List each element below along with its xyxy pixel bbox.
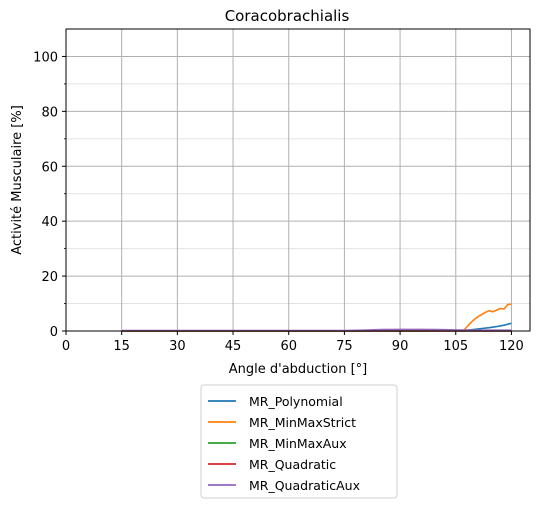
y-tick-label: 80	[41, 105, 58, 120]
x-tick-label: 105	[443, 339, 468, 354]
x-tick-label: 15	[113, 339, 130, 354]
legend: MR_Polynomial MR_MinMaxStrict MR_MinMaxAux…	[200, 384, 398, 499]
legend-label-mr-minmaxstrict: MR_MinMaxStrict	[249, 415, 356, 430]
series-lines	[121, 303, 512, 332]
legend-label-mr-polynomial: MR_Polynomial	[249, 394, 343, 409]
y-tick-label: 100	[33, 50, 58, 65]
y-axis: 0 20 40 60 80 100	[33, 50, 66, 340]
x-tick-label: 60	[280, 339, 297, 354]
series-line-mr-minmaxstrict	[121, 303, 512, 332]
y-tick-label: 20	[41, 270, 58, 285]
legend-label-mr-quadratic: MR_Quadratic	[249, 457, 336, 472]
plot-frame	[65, 28, 531, 332]
x-tick-label: 30	[169, 339, 186, 354]
x-tick-label: 45	[225, 339, 242, 354]
y-axis-label: Activité Musculaire [%]	[10, 105, 25, 255]
x-axis-label: Angle d'abduction [°]	[229, 362, 368, 377]
legend-label-mr-minmaxaux: MR_MinMaxAux	[249, 436, 347, 451]
chart-title: Coracobrachialis	[225, 7, 350, 25]
y-tick-label: 60	[41, 160, 58, 175]
y-tick-label: 0	[50, 325, 58, 340]
grid	[65, 29, 530, 332]
x-tick-label: 90	[392, 339, 409, 354]
legend-frame	[200, 384, 398, 499]
x-tick-label: 75	[336, 339, 353, 354]
series-line-mr-quadraticaux	[121, 328, 512, 332]
legend-label-mr-quadraticaux: MR_QuadraticAux	[249, 478, 360, 493]
x-axis: 0 15 30 45 60 75 90 105 120	[62, 331, 524, 354]
x-tick-label: 0	[62, 339, 70, 354]
x-tick-label: 120	[499, 339, 524, 354]
y-tick-label: 40	[41, 215, 58, 230]
